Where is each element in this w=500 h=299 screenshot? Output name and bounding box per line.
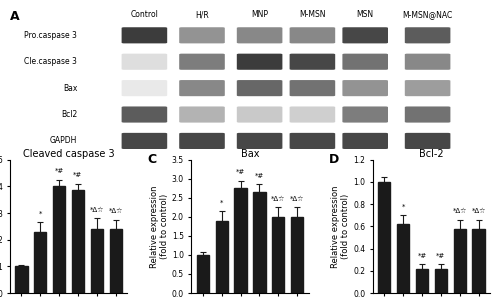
Text: *: *	[38, 211, 42, 217]
FancyBboxPatch shape	[122, 54, 167, 70]
Text: GAPDH: GAPDH	[50, 136, 77, 145]
FancyBboxPatch shape	[237, 133, 282, 149]
FancyBboxPatch shape	[342, 80, 388, 96]
Text: Pro.caspase 3: Pro.caspase 3	[24, 31, 77, 40]
FancyBboxPatch shape	[122, 106, 167, 123]
Text: *: *	[220, 200, 224, 206]
FancyBboxPatch shape	[179, 54, 225, 70]
Text: D: D	[328, 153, 338, 166]
Bar	[34, 232, 46, 293]
Bar	[378, 182, 390, 293]
Text: *#: *#	[436, 253, 446, 259]
FancyBboxPatch shape	[179, 133, 225, 149]
Text: Bax: Bax	[63, 84, 77, 93]
Bar	[397, 224, 409, 293]
FancyBboxPatch shape	[179, 80, 225, 96]
Text: *#: *#	[255, 173, 264, 179]
Bar	[197, 255, 209, 293]
Text: A: A	[10, 10, 20, 23]
Bar	[72, 190, 84, 293]
Text: *Δ☆: *Δ☆	[290, 196, 304, 202]
Bar	[53, 186, 65, 293]
Title: Bax: Bax	[241, 149, 260, 159]
FancyBboxPatch shape	[290, 133, 335, 149]
Text: Bcl2: Bcl2	[61, 110, 77, 119]
FancyBboxPatch shape	[405, 27, 450, 43]
Text: *Δ☆: *Δ☆	[90, 207, 104, 213]
FancyBboxPatch shape	[342, 133, 388, 149]
Y-axis label: Relative expression
(fold to control): Relative expression (fold to control)	[331, 185, 350, 268]
Bar	[90, 229, 103, 293]
Bar	[234, 188, 246, 293]
Text: MSN: MSN	[356, 10, 374, 19]
Text: Control: Control	[130, 10, 158, 19]
Bar	[16, 266, 28, 293]
FancyBboxPatch shape	[405, 54, 450, 70]
Bar	[291, 217, 303, 293]
FancyBboxPatch shape	[290, 27, 335, 43]
Text: *#: *#	[74, 172, 82, 178]
Bar	[416, 269, 428, 293]
Bar	[254, 192, 266, 293]
Text: MNP: MNP	[251, 10, 268, 19]
Title: Cleaved caspase 3: Cleaved caspase 3	[22, 149, 114, 159]
FancyBboxPatch shape	[237, 80, 282, 96]
FancyBboxPatch shape	[342, 27, 388, 43]
Bar	[110, 229, 122, 293]
Bar	[435, 269, 447, 293]
FancyBboxPatch shape	[405, 133, 450, 149]
FancyBboxPatch shape	[122, 27, 167, 43]
FancyBboxPatch shape	[290, 106, 335, 123]
Text: *Δ☆: *Δ☆	[472, 208, 486, 214]
FancyBboxPatch shape	[290, 54, 335, 70]
Text: H/R: H/R	[195, 10, 209, 19]
FancyBboxPatch shape	[237, 54, 282, 70]
Y-axis label: Relative expression
(fold to control): Relative expression (fold to control)	[150, 185, 169, 268]
Text: *#: *#	[418, 253, 426, 259]
Text: *Δ☆: *Δ☆	[271, 196, 285, 202]
Bar	[272, 217, 284, 293]
FancyBboxPatch shape	[179, 27, 225, 43]
FancyBboxPatch shape	[290, 80, 335, 96]
FancyBboxPatch shape	[405, 80, 450, 96]
Bar	[454, 228, 466, 293]
FancyBboxPatch shape	[342, 54, 388, 70]
Text: C: C	[147, 153, 156, 166]
Text: Cle.caspase 3: Cle.caspase 3	[24, 57, 77, 66]
FancyBboxPatch shape	[237, 27, 282, 43]
Text: *Δ☆: *Δ☆	[108, 208, 123, 214]
Text: *#: *#	[54, 168, 64, 174]
FancyBboxPatch shape	[342, 106, 388, 123]
Bar	[216, 221, 228, 293]
Text: *#: *#	[236, 169, 245, 175]
Text: M-MSN@NAC: M-MSN@NAC	[402, 10, 452, 19]
Bar	[472, 228, 484, 293]
Text: *: *	[402, 204, 405, 210]
FancyBboxPatch shape	[122, 133, 167, 149]
FancyBboxPatch shape	[237, 106, 282, 123]
FancyBboxPatch shape	[122, 80, 167, 96]
FancyBboxPatch shape	[179, 106, 225, 123]
Text: *Δ☆: *Δ☆	[452, 208, 467, 214]
Text: M-MSN: M-MSN	[299, 10, 326, 19]
FancyBboxPatch shape	[405, 106, 450, 123]
Title: Bcl-2: Bcl-2	[419, 149, 444, 159]
